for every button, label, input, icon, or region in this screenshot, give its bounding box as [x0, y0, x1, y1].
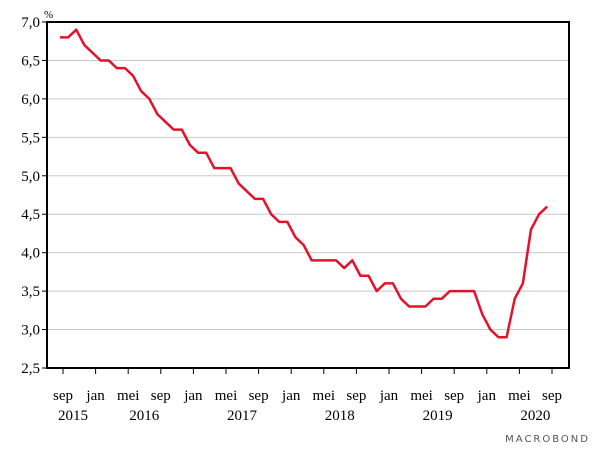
y-tick-label: 6,0: [21, 92, 40, 108]
x-tick-label: mei: [215, 388, 238, 404]
y-unit-label: %: [44, 9, 53, 21]
plot-frame: [46, 21, 570, 369]
x-tick-label: mei: [117, 388, 140, 404]
x-tick-label: jan: [477, 388, 497, 404]
gridlines: [47, 59, 569, 331]
x-tick-label: sep: [346, 388, 366, 404]
series-line: [60, 28, 549, 339]
y-tick-label: 3,5: [21, 284, 40, 300]
y-tick-label: 5,5: [21, 130, 40, 146]
x-tick-label: jan: [379, 388, 399, 404]
y-tick-label: 3,0: [21, 323, 40, 339]
y-tick-label: 7,0: [21, 15, 40, 31]
x-tick-label: mei: [410, 388, 433, 404]
x-tick-label: mei: [508, 388, 531, 404]
x-year-label: 2018: [325, 408, 355, 424]
y-tick-label: 4,5: [21, 207, 40, 223]
series-group: [60, 28, 549, 339]
x-tick-label: sep: [53, 388, 73, 404]
y-tick-label: 2,5: [21, 361, 40, 377]
macrobond-logo: MACROBOND: [505, 434, 590, 445]
y-axis-ticks: 7,0 6,5 6,0 5,5 5,0 4,5 4,0 3,5 3,0 2,5: [21, 15, 47, 377]
x-tick-label: sep: [444, 388, 464, 404]
x-year-label: 2016: [129, 408, 160, 424]
x-tick-label: sep: [249, 388, 269, 404]
x-tick-label: jan: [85, 388, 105, 404]
x-tick-label: jan: [281, 388, 301, 404]
x-tick-label: sep: [151, 388, 171, 404]
x-year-label: 2017: [227, 408, 258, 424]
y-tick-label: 5,0: [21, 169, 40, 185]
x-year-label: 2020: [520, 408, 550, 424]
x-year-label: 2019: [423, 408, 453, 424]
y-tick-label: 4,0: [21, 246, 40, 262]
x-tick-label: mei: [313, 388, 336, 404]
y-tick-label: 6,5: [21, 53, 40, 69]
x-year-label: 2015: [58, 408, 88, 424]
x-tick-label: sep: [542, 388, 562, 404]
x-tick-label: jan: [183, 388, 203, 404]
